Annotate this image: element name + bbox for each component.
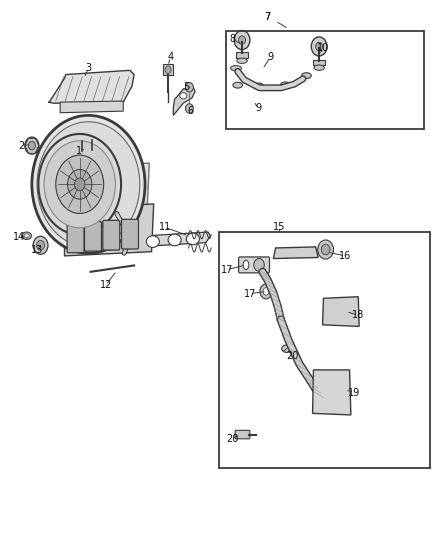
Polygon shape	[48, 70, 134, 103]
Ellipse shape	[230, 66, 241, 71]
Ellipse shape	[82, 147, 143, 232]
Text: 4: 4	[167, 52, 173, 62]
Text: 6: 6	[187, 106, 194, 116]
Circle shape	[33, 236, 48, 254]
Ellipse shape	[280, 82, 291, 88]
Ellipse shape	[279, 249, 286, 255]
Text: 7: 7	[265, 12, 271, 22]
Text: 17: 17	[244, 288, 257, 298]
Text: 11: 11	[159, 222, 171, 232]
Text: 12: 12	[100, 280, 112, 290]
Circle shape	[25, 137, 39, 154]
Polygon shape	[273, 247, 318, 259]
Circle shape	[260, 284, 272, 299]
Ellipse shape	[180, 93, 187, 99]
Circle shape	[37, 122, 140, 247]
Text: 15: 15	[273, 222, 285, 232]
Ellipse shape	[253, 83, 264, 90]
Text: 9: 9	[255, 103, 261, 114]
FancyBboxPatch shape	[239, 257, 269, 273]
Circle shape	[234, 30, 250, 50]
Ellipse shape	[104, 238, 117, 250]
Circle shape	[32, 115, 145, 253]
Text: 18: 18	[352, 310, 364, 320]
Circle shape	[311, 37, 327, 56]
Circle shape	[318, 240, 333, 259]
Circle shape	[185, 83, 193, 92]
Ellipse shape	[124, 237, 138, 248]
FancyBboxPatch shape	[313, 60, 325, 65]
Circle shape	[254, 259, 264, 271]
Text: 13: 13	[31, 245, 43, 255]
Text: 10: 10	[317, 43, 329, 53]
FancyBboxPatch shape	[85, 221, 102, 251]
Circle shape	[56, 155, 104, 214]
Circle shape	[67, 169, 92, 199]
Ellipse shape	[95, 158, 137, 216]
Text: 20: 20	[286, 351, 298, 361]
FancyBboxPatch shape	[235, 430, 250, 439]
Circle shape	[28, 141, 35, 150]
Text: 5: 5	[183, 82, 190, 92]
FancyBboxPatch shape	[236, 52, 248, 58]
Ellipse shape	[343, 406, 348, 411]
Circle shape	[185, 104, 193, 114]
FancyBboxPatch shape	[163, 64, 173, 75]
Polygon shape	[173, 86, 195, 115]
Ellipse shape	[237, 58, 247, 63]
Ellipse shape	[146, 236, 159, 247]
FancyBboxPatch shape	[67, 223, 84, 253]
Circle shape	[239, 36, 246, 44]
Polygon shape	[93, 232, 210, 249]
Ellipse shape	[243, 260, 249, 270]
Ellipse shape	[348, 300, 353, 304]
Polygon shape	[313, 370, 351, 415]
Circle shape	[165, 66, 171, 74]
Circle shape	[321, 244, 330, 255]
Ellipse shape	[168, 234, 181, 246]
Text: 17: 17	[221, 265, 233, 274]
Ellipse shape	[326, 379, 335, 392]
Ellipse shape	[282, 345, 291, 352]
Circle shape	[44, 141, 116, 228]
Ellipse shape	[302, 72, 311, 78]
Circle shape	[37, 240, 45, 250]
Text: 20: 20	[226, 434, 238, 445]
Text: 7: 7	[265, 12, 271, 22]
Text: 16: 16	[339, 251, 351, 261]
Ellipse shape	[314, 65, 324, 70]
Text: 19: 19	[348, 387, 360, 398]
Circle shape	[263, 288, 269, 295]
Polygon shape	[60, 101, 123, 113]
Ellipse shape	[24, 234, 29, 238]
Ellipse shape	[322, 373, 339, 399]
Ellipse shape	[305, 249, 312, 255]
Ellipse shape	[233, 82, 243, 88]
Circle shape	[74, 178, 85, 191]
Text: 8: 8	[229, 34, 235, 44]
FancyBboxPatch shape	[103, 220, 120, 250]
Ellipse shape	[348, 319, 353, 324]
Polygon shape	[322, 297, 359, 326]
Circle shape	[39, 134, 121, 235]
Text: 9: 9	[267, 52, 273, 62]
Ellipse shape	[343, 373, 348, 378]
Ellipse shape	[328, 301, 343, 322]
Text: 14: 14	[13, 232, 25, 242]
Polygon shape	[64, 204, 154, 256]
Circle shape	[79, 136, 85, 144]
Polygon shape	[58, 163, 149, 214]
FancyBboxPatch shape	[121, 219, 138, 249]
Circle shape	[89, 135, 95, 143]
Text: 3: 3	[85, 63, 92, 72]
Text: 2: 2	[18, 141, 24, 151]
Text: 1: 1	[76, 146, 82, 156]
Ellipse shape	[22, 232, 32, 239]
Circle shape	[316, 42, 322, 51]
Ellipse shape	[186, 233, 199, 245]
